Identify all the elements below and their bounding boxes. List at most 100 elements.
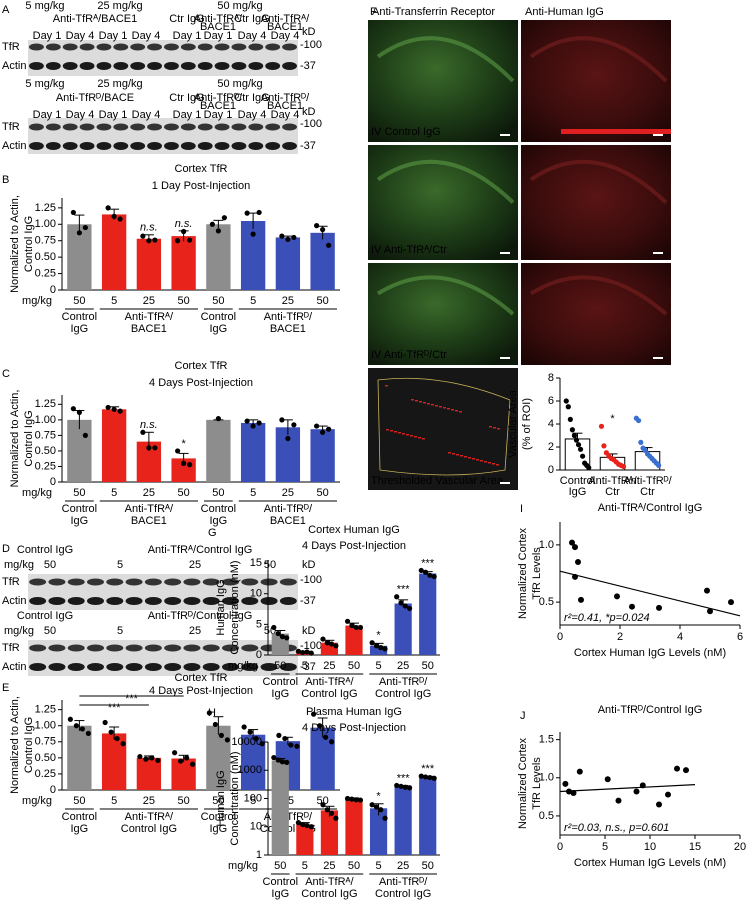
blot-band xyxy=(241,597,259,605)
data-point xyxy=(353,797,359,803)
data-point xyxy=(244,210,250,216)
data-point xyxy=(394,782,400,789)
x-tick-label: 50 xyxy=(422,860,434,872)
blot-lane: Day 1 xyxy=(204,109,233,121)
scale-bar xyxy=(500,357,510,359)
blot-band xyxy=(180,123,196,131)
x-tick-label: Control IgG xyxy=(560,475,595,498)
bar xyxy=(206,419,231,482)
data-point xyxy=(567,416,573,422)
data-point xyxy=(349,622,355,629)
data-point xyxy=(635,417,642,424)
x-tick-label: 25 xyxy=(282,295,294,307)
blot-band xyxy=(282,62,297,70)
vessel-speck xyxy=(427,403,430,405)
blot-band xyxy=(183,644,201,652)
blot-header: Control IgG xyxy=(17,610,73,622)
vessel-speck xyxy=(448,452,451,454)
blot-band xyxy=(260,578,278,586)
x-tick-label: 5 xyxy=(302,860,308,872)
y-tick-label: 0.50 xyxy=(35,752,56,764)
vessel-speck xyxy=(414,436,417,438)
blot-band xyxy=(147,142,162,150)
bar xyxy=(67,419,92,482)
tissue-outline xyxy=(376,36,515,83)
y-axis-label: Human IgG Concentration (nM) xyxy=(215,751,241,845)
data-point xyxy=(209,221,215,227)
bracket-label: *** xyxy=(108,702,122,714)
blot-band xyxy=(125,663,143,671)
x-tick-label: 4 xyxy=(677,631,683,643)
blot-band xyxy=(164,663,182,671)
x-tick-label: 5 xyxy=(302,660,308,672)
dose-label: mg/kg xyxy=(228,860,258,872)
data-point xyxy=(152,445,158,451)
x-tick-label: 25 xyxy=(397,860,409,872)
image-column-label: Anti-Transferrin Receptor xyxy=(372,6,495,18)
blot-band xyxy=(45,43,61,51)
blot-lane: Day 1 xyxy=(33,109,62,121)
y-tick-label: 1 xyxy=(256,849,262,861)
data-point xyxy=(604,776,611,783)
blot-band xyxy=(125,644,143,652)
vessel-speck xyxy=(492,463,495,465)
group-label: Anti-TfRᴰ/Control IgG xyxy=(375,876,431,900)
y-axis-label: Normalized to Actin, Control IgG xyxy=(9,390,35,488)
data-point xyxy=(184,755,190,761)
blot-band xyxy=(96,123,112,131)
vessel-speck xyxy=(415,400,418,402)
blot-band xyxy=(144,663,162,671)
data-point xyxy=(247,729,253,735)
x-tick-label: 50 xyxy=(73,487,85,499)
blot-row-label: Actin xyxy=(2,595,26,607)
data-point xyxy=(586,465,592,471)
vessel-speck xyxy=(456,454,459,456)
data-point xyxy=(308,650,314,656)
blot-band xyxy=(214,142,230,150)
x-tick-label: 50 xyxy=(348,860,360,872)
y-axis-label: Vascular Area (% of ROI) xyxy=(507,389,533,458)
vessel-speck xyxy=(422,438,425,440)
vessel-speck xyxy=(459,411,462,413)
x-tick-label: 50 xyxy=(73,795,85,807)
y-tick-label: 15 xyxy=(250,557,262,569)
chart-subtitle: 4 Days Post-Injection xyxy=(302,540,406,552)
x-tick-label: 10 xyxy=(644,841,656,853)
data-point xyxy=(295,648,302,654)
blot-band xyxy=(265,142,281,150)
blot-band xyxy=(79,43,95,51)
blot-band xyxy=(202,644,220,652)
data-point xyxy=(394,594,400,600)
blot-band xyxy=(29,43,44,51)
data-point xyxy=(178,758,184,764)
data-point xyxy=(378,645,384,651)
x-tick-label: 50 xyxy=(348,660,360,672)
group-label: Control IgG xyxy=(201,811,236,835)
y-tick-label: 1.5 xyxy=(539,734,554,746)
chart-subtitle: 1 Day Post-Injection xyxy=(152,180,250,192)
image-row-label: IV Control IgG xyxy=(371,126,441,138)
x-tick-label: 25 xyxy=(282,487,294,499)
stats-annotation: r²=0.41, *p=0.024 xyxy=(564,612,650,624)
blot-band xyxy=(282,43,297,51)
data-point xyxy=(344,618,351,624)
blot-header: 25 mg/kg xyxy=(97,0,142,12)
panel-letter: F xyxy=(370,6,377,18)
data-point xyxy=(250,423,256,429)
blot-lane: Day 1 xyxy=(99,109,128,121)
blot-band xyxy=(144,644,162,652)
x-tick-label: 5 xyxy=(250,795,256,807)
blot-row-label: Actin xyxy=(2,661,26,673)
data-point xyxy=(105,404,111,411)
blot-band xyxy=(29,663,47,671)
blot-band xyxy=(231,123,247,131)
chart-title: Anti-TfRᴰ/Control IgG xyxy=(598,704,703,716)
data-point xyxy=(656,604,662,611)
y-tick-label: 10 xyxy=(250,821,262,833)
bar xyxy=(310,429,335,482)
blot-band xyxy=(113,142,129,150)
blot-row-label: Actin xyxy=(2,60,26,72)
bar xyxy=(136,238,162,290)
group-label: Control IgG xyxy=(263,876,298,900)
blot-group: Anti-TfRᴰ/BACE1 xyxy=(194,92,243,112)
